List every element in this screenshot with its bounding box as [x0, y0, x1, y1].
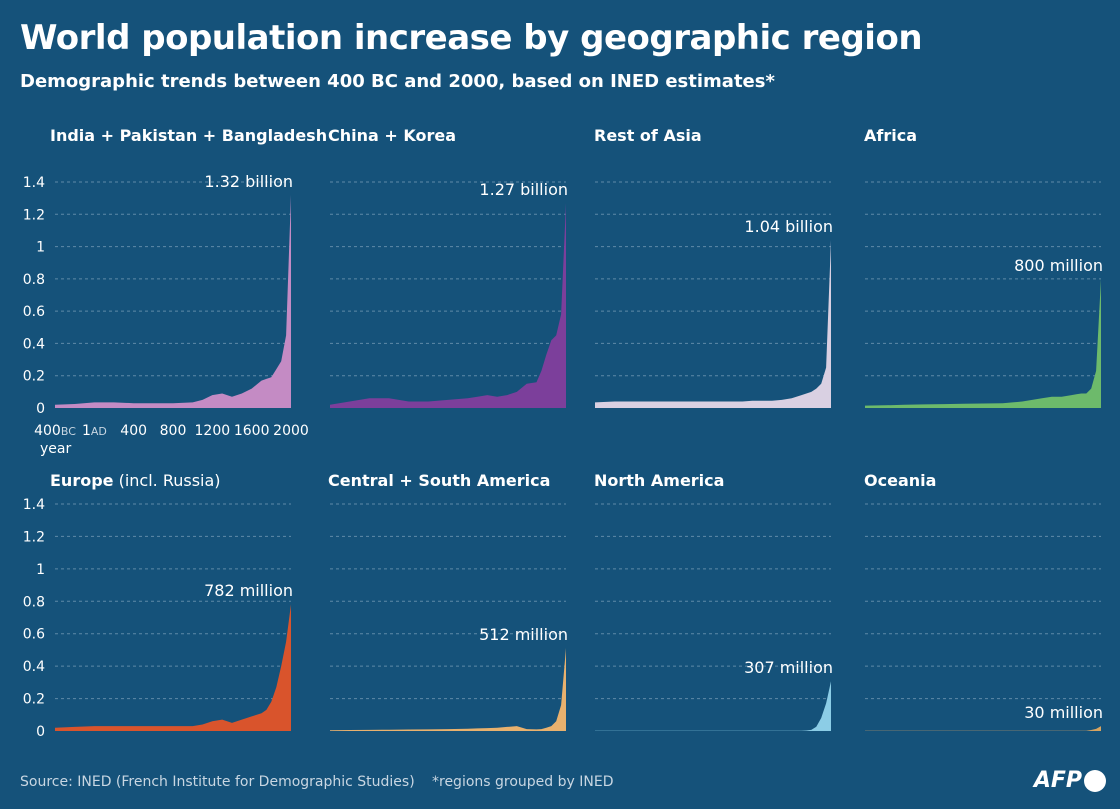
panel-title: North America	[594, 471, 724, 490]
value-label: 30 million	[1024, 703, 1103, 722]
x-tick-label: 1600	[234, 423, 270, 439]
area-series	[330, 648, 566, 731]
value-label: 1.27 billion	[479, 180, 568, 199]
y-tick-label: 0.4	[23, 336, 45, 352]
y-tick-label: 0.8	[23, 272, 45, 288]
value-label: 800 million	[1014, 256, 1103, 275]
chart-subtitle: Demographic trends between 400 BC and 20…	[20, 71, 775, 92]
y-tick-label: 1.4	[23, 497, 45, 513]
panel-title: Rest of Asia	[594, 126, 702, 145]
x-tick-label: 1200	[195, 423, 231, 439]
y-tick-label: 1.4	[23, 175, 45, 191]
y-tick-label: 0.4	[23, 659, 45, 675]
area-series	[865, 726, 1101, 731]
x-tick-label: 1AD	[82, 423, 107, 439]
y-tick-label: 1	[36, 240, 45, 256]
value-label: 782 million	[204, 581, 293, 600]
x-tick-label: 400	[120, 423, 147, 439]
x-tick-label: 2000	[273, 423, 309, 439]
afp-logo: AFP	[1034, 768, 1106, 793]
y-tick-label: 0.2	[23, 692, 45, 708]
y-tick-label: 1.2	[23, 207, 45, 223]
value-label: 1.04 billion	[744, 217, 833, 236]
y-tick-label: 1.2	[23, 529, 45, 545]
panel-title-suffix: (incl. Russia)	[114, 471, 221, 490]
source-note: Source: INED (French Institute for Demog…	[20, 774, 415, 790]
panel-title: India + Pakistan + Bangladesh	[50, 126, 327, 145]
x-tick-label: 800	[160, 423, 187, 439]
value-label: 1.32 billion	[204, 172, 293, 191]
logo-dot	[1084, 769, 1106, 792]
area-series	[595, 681, 831, 731]
y-tick-label: 0.6	[23, 627, 45, 643]
x-tick-label: 400BC	[34, 423, 76, 439]
footnote: *regions grouped by INED	[432, 774, 614, 790]
panel-title: Central + South America	[328, 471, 550, 490]
area-series	[595, 240, 831, 408]
area-series	[330, 203, 566, 408]
y-tick-label: 0	[36, 401, 45, 417]
x-tick-era: AD	[91, 425, 107, 438]
panel-title: China + Korea	[328, 126, 456, 145]
panel-title: Oceania	[864, 471, 936, 490]
area-series	[55, 604, 291, 731]
y-tick-label: 0.6	[23, 304, 45, 320]
y-tick-label: 0.2	[23, 369, 45, 385]
logo-text: AFP	[1033, 768, 1082, 793]
x-axis-label: year	[40, 441, 71, 457]
panel-title: Africa	[864, 126, 917, 145]
value-label: 512 million	[479, 625, 568, 644]
chart-title: World population increase by geographic …	[20, 18, 923, 58]
panel-title: Europe (incl. Russia)	[50, 471, 221, 490]
area-series	[55, 194, 291, 408]
area-series	[865, 278, 1101, 408]
y-tick-label: 0.8	[23, 594, 45, 610]
x-tick-era: BC	[61, 425, 76, 438]
y-tick-label: 1	[36, 562, 45, 578]
y-tick-label: 0	[36, 724, 45, 740]
value-label: 307 million	[744, 658, 833, 677]
